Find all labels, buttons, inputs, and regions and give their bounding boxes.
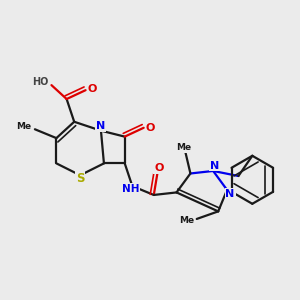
Text: O: O — [87, 84, 97, 94]
Text: O: O — [154, 163, 164, 173]
Text: Me: Me — [178, 216, 194, 225]
Text: Me: Me — [176, 143, 191, 152]
Text: N: N — [225, 189, 235, 200]
Text: S: S — [76, 172, 84, 185]
Text: HO: HO — [32, 77, 49, 87]
Text: Me: Me — [16, 122, 31, 131]
Text: NH: NH — [122, 184, 140, 194]
Text: O: O — [146, 123, 155, 133]
Text: N: N — [210, 160, 219, 171]
Text: N: N — [96, 121, 106, 131]
